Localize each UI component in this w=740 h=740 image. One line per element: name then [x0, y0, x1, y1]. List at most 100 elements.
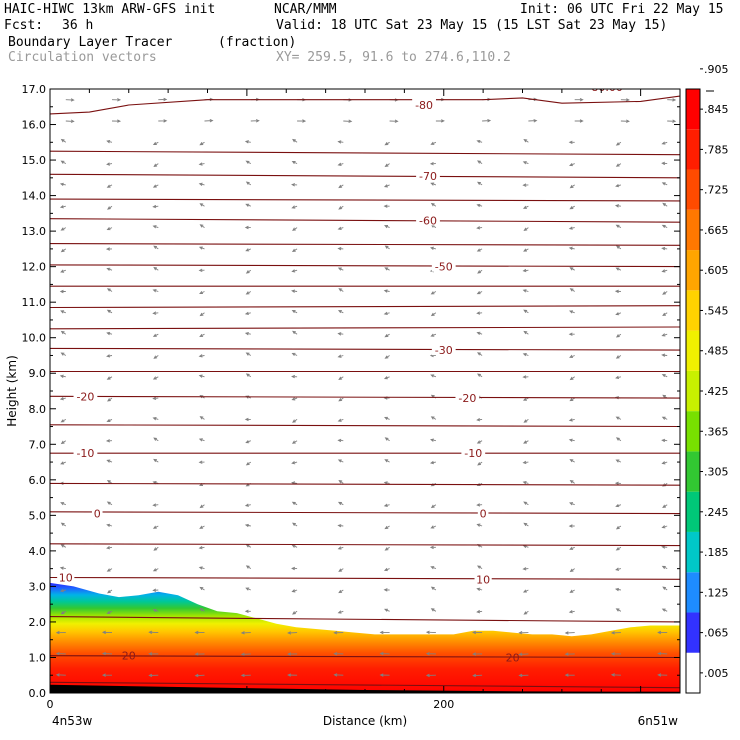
- vector-arrow: [153, 437, 159, 442]
- contour-label: -50: [435, 261, 453, 274]
- colorbar-swatch: [686, 572, 700, 613]
- contour-label-bg: [477, 507, 489, 519]
- vector-arrow: [569, 376, 575, 381]
- vector-arrow: [297, 119, 307, 123]
- y-tick-label: 5.0: [29, 509, 47, 522]
- temperature-contour: [50, 305, 680, 309]
- vector-arrow: [244, 225, 251, 230]
- vector-arrow: [482, 118, 492, 123]
- contour-label-bg: [431, 260, 456, 272]
- colorbar-swatch: [686, 250, 700, 291]
- vector-arrow: [384, 333, 390, 338]
- vector-arrow: [610, 673, 621, 677]
- temperature-contour: [50, 243, 680, 246]
- vector-arrow: [518, 631, 529, 635]
- vector-arrow: [477, 461, 483, 466]
- colorbar-label: .245: [704, 506, 729, 519]
- vector-arrow: [667, 119, 677, 123]
- vector-arrow: [661, 161, 668, 166]
- vector-arrow: [661, 374, 668, 378]
- temperature-contour: [50, 150, 680, 156]
- colorbar-swatch: [686, 491, 700, 532]
- vector-arrow: [610, 631, 621, 635]
- colorbar-label: .305: [704, 466, 729, 479]
- vector-arrow: [620, 119, 630, 123]
- vector-arrow: [292, 138, 298, 143]
- vector-arrow: [106, 267, 113, 271]
- y-tick-label: 3.0: [29, 580, 47, 593]
- vector-arrow: [661, 353, 668, 357]
- vector-arrow: [337, 418, 344, 422]
- vector-arrow: [244, 609, 251, 614]
- contour-label-bg: [416, 214, 440, 226]
- vector-arrow: [389, 119, 399, 123]
- vector-arrow: [198, 246, 205, 250]
- vector-arrow: [60, 269, 66, 273]
- vector-arrow: [244, 417, 251, 422]
- vector-arrow: [198, 354, 205, 358]
- vector-arrow: [152, 568, 159, 572]
- contour-label: -20: [76, 390, 94, 403]
- vector-arrow: [245, 373, 252, 378]
- vector-arrow: [522, 161, 529, 165]
- vector-arrow: [111, 119, 122, 123]
- vector-arrow: [569, 397, 575, 402]
- vector-arrow: [383, 567, 390, 572]
- vector-arrow: [338, 288, 344, 292]
- vector-arrow: [384, 437, 390, 442]
- vector-arrow: [153, 546, 159, 551]
- vector-arrow: [194, 630, 205, 635]
- vector-arrow: [338, 184, 344, 189]
- vector-arrow: [522, 589, 529, 593]
- vector-arrow: [430, 416, 437, 420]
- vector-arrow: [661, 269, 668, 273]
- vector-arrow: [338, 397, 344, 402]
- vector-arrow: [291, 161, 298, 165]
- vector-arrow: [250, 119, 260, 123]
- vector-arrow: [430, 525, 437, 529]
- vector-arrow: [65, 119, 75, 123]
- vector-arrow: [384, 355, 390, 359]
- vector-arrow: [569, 354, 575, 359]
- vector-arrow: [379, 673, 390, 677]
- colorbar-label: .485: [704, 345, 729, 358]
- vector-arrow: [476, 587, 483, 591]
- vector-arrow: [615, 416, 622, 420]
- vector-arrow: [337, 226, 344, 230]
- temperature-contour: [50, 173, 680, 179]
- vector-arrow: [152, 184, 159, 188]
- vector-arrow: [198, 162, 205, 166]
- vector-arrow: [106, 501, 113, 506]
- vector-arrow: [106, 184, 113, 188]
- temperature-contour: [50, 482, 680, 486]
- vector-arrow: [244, 311, 251, 316]
- y-tick-label: 13.0: [22, 225, 47, 238]
- vector-arrow: [522, 460, 529, 465]
- colorbar-swatch: [686, 330, 700, 371]
- vector-arrow: [106, 139, 113, 144]
- y-tick-label: 9.0: [29, 367, 47, 380]
- vector-arrow: [476, 609, 483, 614]
- vector-arrow: [245, 269, 252, 274]
- vector-arrow: [158, 119, 168, 123]
- vector-arrow: [148, 652, 159, 656]
- temperature-contour: [50, 616, 680, 623]
- temperature-contour: [50, 395, 680, 399]
- vectors-label: Circulation vectors: [8, 50, 157, 65]
- vector-arrow: [569, 205, 575, 210]
- vector-arrow: [60, 440, 67, 445]
- vector-arrow: [338, 376, 344, 380]
- vector-arrow: [199, 586, 205, 591]
- vector-arrow: [430, 586, 437, 591]
- vector-arrow: [198, 566, 205, 570]
- vector-arrow: [343, 119, 353, 123]
- vector-arrow: [574, 97, 584, 102]
- x-axis-label: Distance (km): [323, 714, 407, 728]
- vector-arrow: [569, 310, 575, 314]
- vector-arrow: [199, 525, 205, 529]
- vector-arrow: [106, 227, 113, 231]
- vector-arrow: [152, 225, 159, 229]
- vector-arrow: [522, 397, 529, 401]
- vector-arrow: [568, 438, 575, 442]
- vector-arrow: [106, 568, 113, 572]
